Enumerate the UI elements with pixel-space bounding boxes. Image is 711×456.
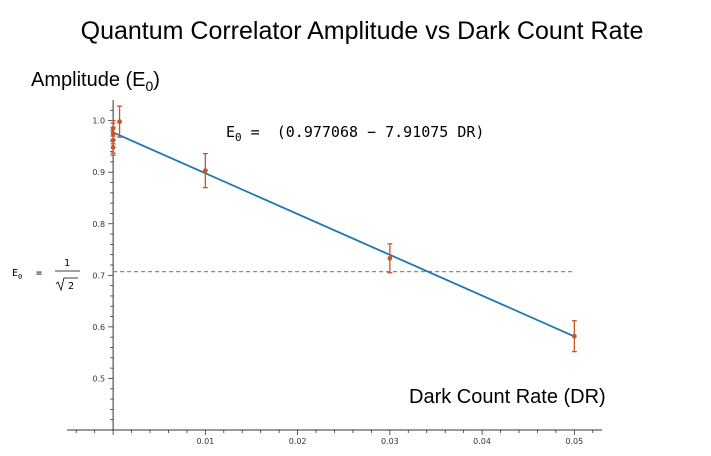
reference-label-lhs: E0 (12, 268, 22, 281)
y-tick-label: 1.0 (92, 117, 105, 126)
x-tick-label: 0.03 (381, 437, 399, 446)
axes (67, 100, 602, 431)
data-marker (202, 168, 208, 174)
y-axis-label-sub: 0 (146, 78, 154, 94)
y-tick-label: 0.7 (92, 271, 105, 280)
x-tick-label: 0.02 (289, 437, 307, 446)
chart-title: Quantum Correlator Amplitude vs Dark Cou… (81, 17, 644, 45)
data-marker (117, 119, 122, 125)
x-axis-label: Dark Count Rate (DR) (409, 386, 606, 408)
fit-line-group (112, 131, 575, 338)
data-marker (387, 255, 393, 261)
y-tick-label: 0.9 (92, 168, 105, 177)
data-point (110, 139, 116, 156)
reference-line-label: E0 = 1 2 (12, 258, 80, 292)
ticks: 0.01 0.02 0.03 0.04 0.05 0.5 0.6 0.7 0.8 0.9 1.0 (75, 109, 594, 446)
x-tick-label: 0.05 (565, 437, 583, 446)
data-point (387, 243, 393, 274)
x-tick-label: 0.04 (473, 437, 491, 446)
data-marker (571, 333, 577, 339)
fit-line (112, 131, 575, 338)
reference-label-num: 1 (64, 258, 70, 269)
data-marker (110, 125, 116, 131)
reference-label-eq: = (36, 268, 42, 279)
data-point (571, 320, 577, 353)
x-tick-label: 0.01 (196, 437, 214, 446)
data-point (202, 152, 208, 189)
sqrt-symbol (55, 277, 78, 292)
y-tick-label: 0.5 (92, 374, 105, 383)
data-point (117, 105, 123, 138)
data-marker (110, 145, 116, 150)
fit-equation: E0 = (0.977068 − 7.91075 DR) (226, 123, 484, 144)
data-points (110, 105, 577, 353)
data-point (110, 119, 116, 137)
y-tick-label: 0.8 (92, 220, 105, 229)
reference-label-den: 2 (68, 281, 74, 292)
y-axis-label: Amplitude (E0) (31, 69, 160, 94)
y-tick-label: 0.6 (92, 323, 105, 332)
